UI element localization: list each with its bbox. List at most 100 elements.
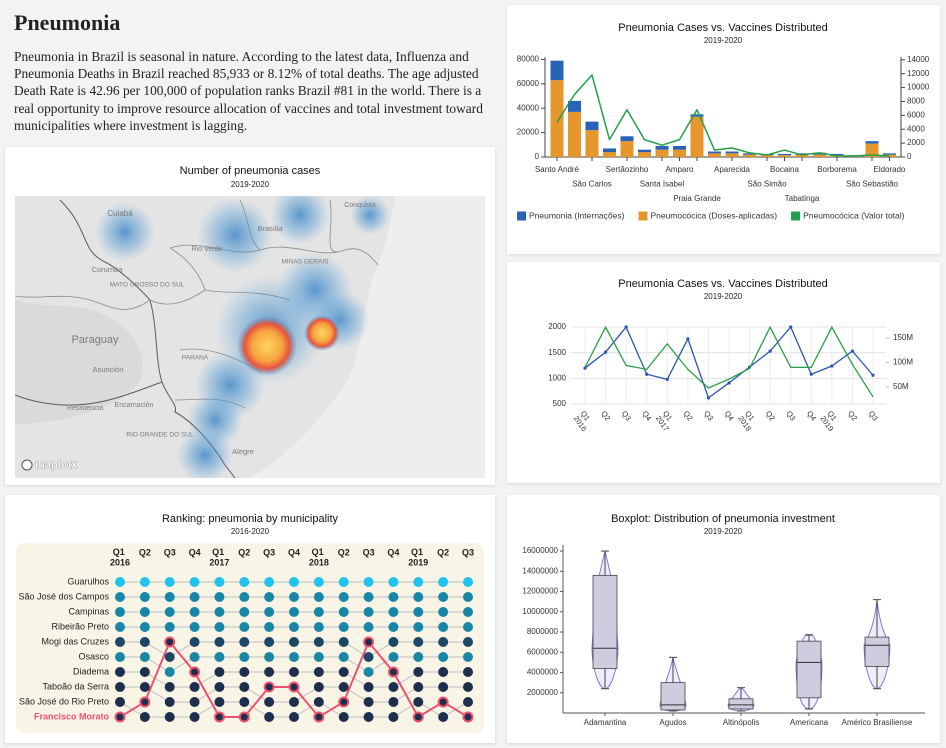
rank-dot — [313, 667, 324, 677]
rank-dot — [463, 622, 473, 632]
map-label: Alegre — [232, 447, 254, 456]
map-title: Number of pneumonia cases — [180, 165, 321, 177]
legend-swatch — [517, 211, 526, 221]
rank-dot — [115, 652, 125, 662]
bar-segment — [655, 149, 669, 157]
rank-dot — [313, 607, 324, 617]
chart-subtitle: 2016-2020 — [231, 527, 270, 536]
rank-dot — [189, 712, 200, 722]
rank-dot — [313, 577, 324, 587]
rank-dot — [413, 622, 424, 632]
x-tick-label: Adamantina — [584, 718, 627, 727]
rank-dot — [388, 637, 399, 647]
bar-segment — [603, 148, 616, 153]
rank-dot — [388, 577, 399, 587]
map-label: Corumba — [92, 265, 124, 274]
x-tick-label: Americana — [790, 718, 829, 727]
map-border — [15, 295, 151, 310]
rank-dot — [388, 712, 399, 722]
column-label: Q1 2018 — [309, 547, 329, 567]
y2-tick-label: 0 — [907, 152, 912, 161]
rank-dot — [463, 592, 473, 602]
rank-dot — [214, 682, 225, 692]
x-tick-label: Amparo — [665, 165, 694, 174]
rank-dot — [214, 607, 225, 617]
bar-segment — [795, 154, 809, 157]
label-part: 2018 — [309, 558, 329, 568]
column-label: Q2 — [139, 547, 151, 557]
rank-dot — [338, 577, 349, 587]
map-ocean — [250, 196, 485, 478]
rank-dot — [413, 607, 424, 617]
rank-dot — [115, 577, 125, 587]
rank-dot — [289, 577, 299, 587]
y2-tick-label: 6000 — [907, 110, 925, 119]
y2-tick-label: 12000 — [907, 69, 930, 78]
bar-segment — [865, 143, 879, 157]
y2-tick-label: 150M — [893, 333, 913, 342]
rank-dot — [313, 652, 324, 662]
rank-dot — [214, 652, 225, 662]
rank-dot — [115, 622, 125, 632]
rank-dot — [189, 652, 200, 662]
rank-dot — [363, 592, 374, 602]
y2-tick-label: 10000 — [907, 83, 930, 92]
rank-dot — [289, 652, 299, 662]
line — [556, 74, 890, 157]
rank-dot — [413, 682, 424, 692]
rank-dot — [338, 696, 350, 708]
y-tick-label: 60000 — [517, 79, 540, 88]
rank-dot — [164, 607, 175, 617]
column-label: Q3 — [363, 547, 375, 557]
y-tick-label: 1500 — [548, 348, 566, 357]
bar-segment — [778, 155, 791, 157]
map-labels: Cuiabá Rio Verde Corumba MATO GROSSO DO SUL… — [67, 202, 376, 456]
row-label: Diadema — [73, 666, 109, 676]
rank-dot — [463, 667, 473, 677]
bar-segment — [638, 152, 651, 157]
map-label: Cuiabá — [107, 209, 133, 218]
rank-dot — [413, 637, 424, 647]
label-part: 2017 — [209, 558, 229, 568]
rank-dot — [189, 682, 200, 692]
rank-dot — [388, 622, 399, 632]
rank-dot — [189, 637, 200, 647]
rank-dot — [164, 697, 175, 707]
map-label: Paraguay — [71, 334, 119, 346]
rank-dot — [438, 652, 449, 662]
rank-dot — [338, 667, 349, 677]
rank-dot — [463, 607, 473, 617]
rank-dot — [239, 652, 250, 662]
point — [645, 372, 649, 376]
y2-tick-label: 2000 — [907, 138, 925, 147]
chart-subtitle: 2019-2020 — [704, 36, 743, 45]
rank-dot — [239, 607, 250, 617]
bar-segment — [708, 151, 721, 154]
rank-dot — [264, 592, 275, 602]
chart-title: Boxplot: Distribution of pneumonia inves… — [611, 513, 835, 525]
rank-dot — [115, 697, 125, 707]
y2-tick-label: 4000 — [907, 124, 925, 133]
rank-dot — [313, 622, 324, 632]
x-tick-label: Praia Grande — [673, 194, 721, 203]
rank-dot — [164, 577, 175, 587]
rank-dot — [114, 711, 126, 723]
point — [624, 325, 628, 329]
x-tick-label: Borborema — [817, 165, 857, 174]
rank-dot — [164, 652, 175, 662]
rank-dot — [363, 622, 374, 632]
box — [864, 636, 890, 667]
box — [728, 698, 754, 710]
row-label: Ribeirão Preto — [51, 621, 109, 631]
rank-dot — [463, 577, 473, 587]
y-tick-label: 4000000 — [527, 668, 559, 677]
x-tick-label: Santa Isabel — [640, 180, 685, 189]
rank-dot — [139, 696, 151, 708]
point — [706, 396, 711, 400]
chart-title: Pneumonia Cases vs. Vaccines Distributed — [618, 22, 828, 34]
heat-blob — [177, 427, 233, 478]
bar-segment — [883, 153, 896, 155]
bar-segment — [585, 121, 599, 131]
